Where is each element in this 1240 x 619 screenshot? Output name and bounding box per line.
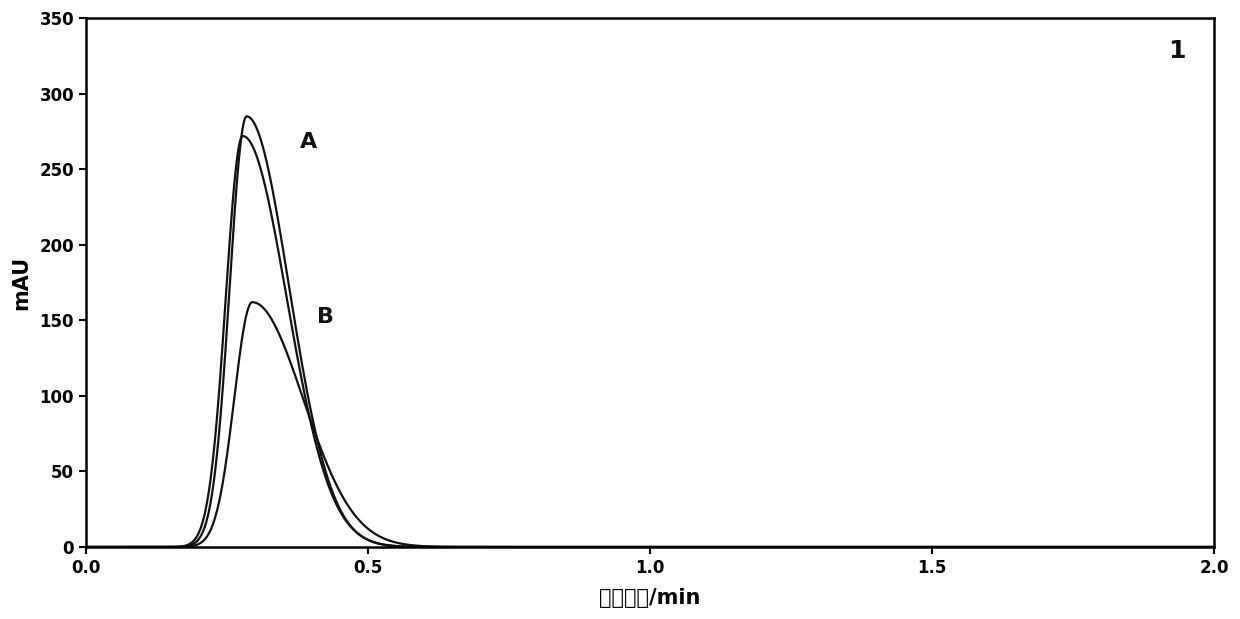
- Text: B: B: [317, 307, 334, 327]
- Text: A: A: [300, 132, 317, 152]
- Y-axis label: mAU: mAU: [11, 256, 31, 310]
- X-axis label: 保留时间/min: 保留时间/min: [599, 588, 701, 608]
- Text: 1: 1: [1168, 39, 1185, 63]
